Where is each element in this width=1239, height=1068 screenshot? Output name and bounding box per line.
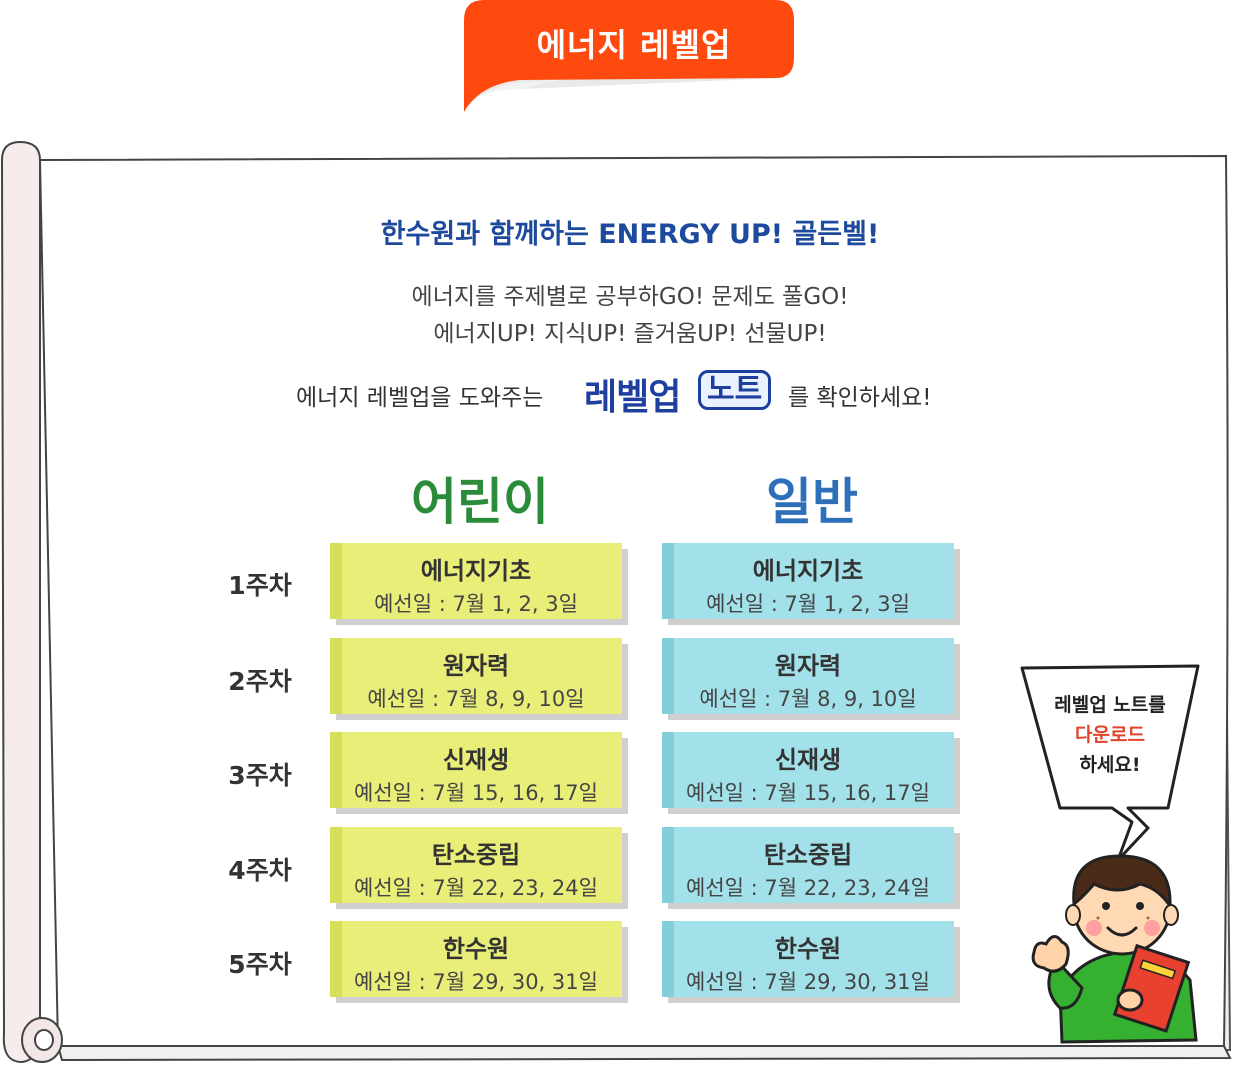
card-dates: 예선일 : 7월 22, 23, 24일: [686, 876, 930, 900]
levelup-logo-text: 레벨업: [584, 377, 681, 418]
header-tab: [464, 0, 794, 112]
card-subject: 에너지기초: [752, 557, 864, 585]
card-subject: 한수원: [442, 935, 510, 963]
week-label-2: 2주차: [228, 667, 292, 696]
card-dates: 예선일 : 7월 15, 16, 17일: [354, 781, 598, 805]
card-dates: 예선일 : 7월 8, 9, 10일: [367, 687, 585, 711]
levelup-note-row: 에너지 레벨업을 도와주는 레벨업 노트 를 확인하세요!: [230, 364, 1030, 420]
card-subject: 에너지기초: [420, 557, 532, 585]
week-label-1: 1주차: [228, 571, 292, 600]
card-dates: 예선일 : 7월 1, 2, 3일: [374, 592, 578, 616]
kids-card-week-5: 한수원 예선일 : 7월 29, 30, 31일: [330, 921, 622, 997]
card-subject: 원자력: [442, 652, 510, 680]
general-card-week-3: 신재생 예선일 : 7월 15, 16, 17일: [662, 732, 954, 808]
card-dates: 예선일 : 7월 15, 16, 17일: [686, 781, 930, 805]
event-headline: 한수원과 함께하는 ENERGY UP! 골든벨!: [380, 219, 880, 250]
card-tape: [330, 921, 342, 997]
card-subject: 신재생: [774, 746, 842, 774]
card-tape: [330, 638, 342, 714]
column-title-kids: 어린이: [411, 473, 549, 531]
note-suffix-text: 를 확인하세요!: [788, 385, 932, 411]
card-dates: 예선일 : 7월 29, 30, 31일: [686, 970, 930, 994]
general-card-week-4: 탄소중립 예선일 : 7월 22, 23, 24일: [662, 827, 954, 903]
note-logo-text: 노트: [698, 370, 772, 410]
week-label-5: 5주차: [228, 950, 292, 979]
general-card-week-2: 원자력 예선일 : 7월 8, 9, 10일: [662, 638, 954, 714]
kids-card-week-4: 탄소중립 예선일 : 7월 22, 23, 24일: [330, 827, 622, 903]
callout-line-1: 레벨업 노트를: [1054, 694, 1166, 716]
card-tape: [330, 827, 342, 903]
card-tape: [662, 827, 674, 903]
intro-line-1: 에너지를 주제별로 공부하GO! 문제도 풀GO!: [411, 284, 849, 310]
general-card-week-1: 에너지기초 예선일 : 7월 1, 2, 3일: [662, 543, 954, 619]
card-dates: 예선일 : 7월 8, 9, 10일: [699, 687, 917, 711]
card-tape: [662, 921, 674, 997]
card-tape: [330, 543, 342, 619]
week-label-4: 4주차: [228, 856, 292, 885]
kids-card-week-1: 에너지기초 예선일 : 7월 1, 2, 3일: [330, 543, 622, 619]
card-dates: 예선일 : 7월 1, 2, 3일: [706, 592, 910, 616]
card-subject: 탄소중립: [763, 841, 853, 869]
kids-card-week-3: 신재생 예선일 : 7월 15, 16, 17일: [330, 732, 622, 808]
callout-line-3: 하세요!: [1079, 754, 1141, 776]
card-subject: 신재생: [442, 746, 510, 774]
general-card-week-5: 한수원 예선일 : 7월 29, 30, 31일: [662, 921, 954, 997]
note-prefix-text: 에너지 레벨업을 도와주는: [296, 385, 544, 411]
intro-line-2: 에너지UP! 지식UP! 즐거움UP! 선물UP!: [433, 321, 827, 347]
week-label-3: 3주차: [228, 761, 292, 790]
card-subject: 탄소중립: [431, 841, 521, 869]
levelup-note-logo[interactable]: 레벨업 노트: [584, 364, 784, 420]
card-tape: [662, 732, 674, 808]
card-subject: 원자력: [774, 652, 842, 680]
card-tape: [662, 543, 674, 619]
boy-holding-book-icon: [1031, 854, 1198, 1044]
callout-download-link[interactable]: 다운로드: [1075, 724, 1145, 746]
column-title-general: 일반: [766, 473, 858, 531]
kids-card-week-2: 원자력 예선일 : 7월 8, 9, 10일: [330, 638, 622, 714]
card-tape: [662, 638, 674, 714]
header-title: 에너지 레벨업: [536, 26, 732, 64]
card-dates: 예선일 : 7월 22, 23, 24일: [354, 876, 598, 900]
download-callout[interactable]: 레벨업 노트를 다운로드 하세요!: [1030, 690, 1190, 780]
card-dates: 예선일 : 7월 29, 30, 31일: [354, 970, 598, 994]
card-subject: 한수원: [774, 935, 842, 963]
speech-bubble-icon: [1020, 664, 1200, 862]
card-tape: [330, 732, 342, 808]
